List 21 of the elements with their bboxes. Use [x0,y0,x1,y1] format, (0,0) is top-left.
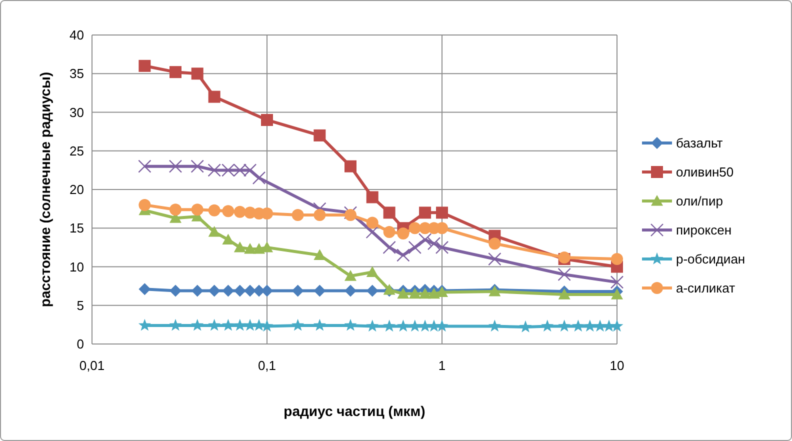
x-axis-title: радиус частиц (мкм) [284,403,426,419]
y-tick-label: 15 [70,220,84,236]
legend-label: р-обсидиан [676,252,746,267]
legend-label: а-силикат [676,280,736,296]
y-tick-label: 35 [70,66,84,82]
y-tick-label: 10 [70,259,84,274]
y-tick-label: 20 [70,182,84,198]
legend-label: оливин50 [676,164,734,180]
legend-label: пироксен [676,222,732,238]
x-tick-label: 0,1 [258,358,276,373]
y-tick-label: 5 [76,298,84,313]
y-tick-label: 0 [76,336,84,352]
x-tick-label: 10 [610,358,624,373]
y-tick-label: 25 [70,143,84,158]
legend-label: оли/пир [676,194,723,209]
legend-label: базальт [676,136,723,151]
y-tick-label: 40 [70,28,84,43]
x-tick-label: 1 [438,358,446,373]
y-tick-label: 30 [70,104,84,120]
x-tick-label: 0,01 [79,358,105,373]
y-axis-title: расстояние (солнечные радиусы) [37,72,53,308]
